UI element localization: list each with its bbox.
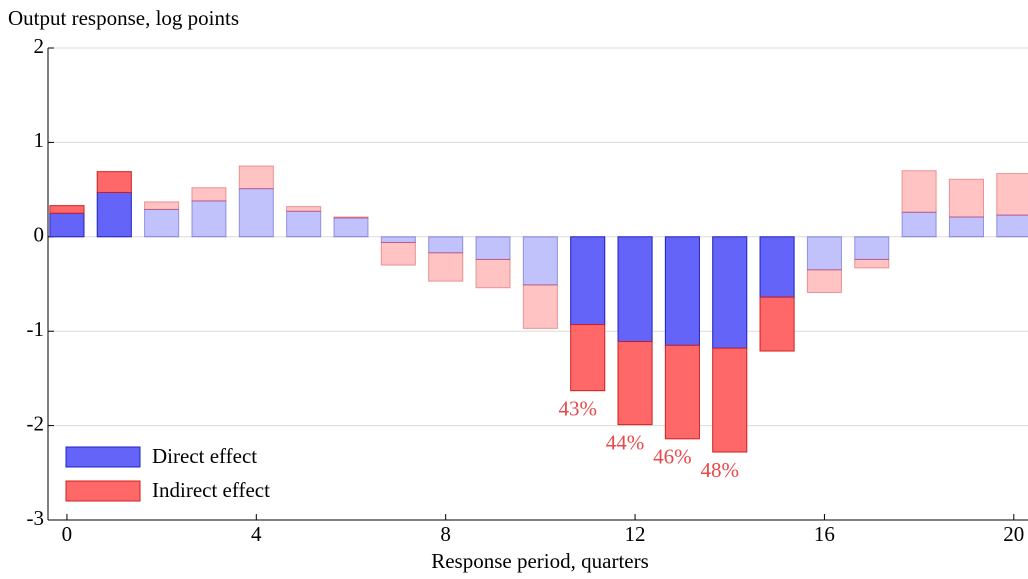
bar xyxy=(144,208,180,238)
bar xyxy=(854,258,890,269)
bar xyxy=(996,214,1028,238)
y-tick-label: -1 xyxy=(27,317,45,341)
bar xyxy=(191,200,227,238)
legend-label: Direct effect xyxy=(152,444,257,468)
bar xyxy=(712,236,748,349)
bar xyxy=(570,236,606,326)
bar xyxy=(996,173,1028,216)
bar xyxy=(286,210,322,238)
bar xyxy=(759,236,795,298)
annotation: 46% xyxy=(653,445,692,469)
annotation: 48% xyxy=(700,458,739,482)
bar xyxy=(854,236,890,260)
bar xyxy=(475,258,511,289)
y-tick-label: -3 xyxy=(27,506,45,530)
x-tick-label: 8 xyxy=(440,522,451,546)
bar xyxy=(522,284,558,329)
legend-swatch xyxy=(65,480,141,502)
bar xyxy=(96,191,132,238)
bar xyxy=(806,236,842,271)
bar xyxy=(380,236,416,243)
y-tick-label: 1 xyxy=(34,128,45,152)
bar xyxy=(475,236,511,260)
bar xyxy=(380,241,416,266)
bar xyxy=(901,170,937,213)
bar xyxy=(948,178,984,218)
x-tick-label: 12 xyxy=(625,522,646,546)
bar xyxy=(428,252,464,282)
bar xyxy=(664,344,700,440)
bar xyxy=(238,188,274,238)
x-tick-label: 16 xyxy=(814,522,835,546)
bar xyxy=(570,324,606,392)
y-axis-label: Output response, log points xyxy=(8,6,239,30)
x-tick-label: 20 xyxy=(1003,522,1024,546)
x-tick-label: 4 xyxy=(251,522,262,546)
bar xyxy=(712,347,748,453)
y-tick-label: 2 xyxy=(34,34,45,58)
y-tick-label: -2 xyxy=(27,411,45,435)
bar xyxy=(49,205,85,214)
bar xyxy=(144,201,180,210)
annotation: 44% xyxy=(606,430,645,454)
annotation: 43% xyxy=(558,396,597,420)
bar xyxy=(901,211,937,238)
legend-swatch xyxy=(65,446,141,468)
bar xyxy=(617,341,653,426)
x-axis-label: Response period, quarters xyxy=(431,549,649,573)
bar xyxy=(238,165,274,190)
bar xyxy=(96,171,132,193)
bar xyxy=(286,206,322,212)
bar xyxy=(664,236,700,346)
bar xyxy=(617,236,653,343)
bar xyxy=(948,216,984,238)
bar xyxy=(333,216,369,219)
bar xyxy=(49,212,85,238)
x-tick-label: 0 xyxy=(62,522,73,546)
bar xyxy=(522,236,558,286)
bar xyxy=(759,296,795,352)
y-tick-label: 0 xyxy=(34,223,45,247)
bar xyxy=(333,217,369,238)
legend-label: Indirect effect xyxy=(152,478,270,502)
bar xyxy=(428,236,464,254)
bar xyxy=(191,187,227,202)
bar xyxy=(806,269,842,293)
